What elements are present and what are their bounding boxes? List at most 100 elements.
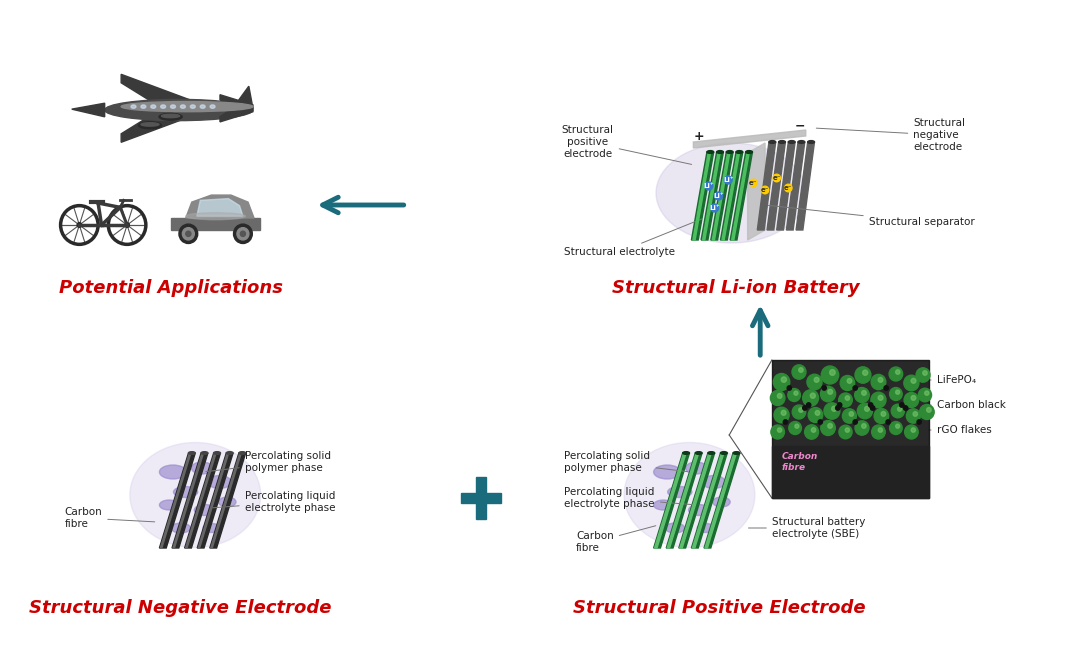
Circle shape [905,425,918,439]
Circle shape [870,406,875,410]
Circle shape [858,403,873,419]
Circle shape [886,420,890,424]
Polygon shape [777,142,795,230]
Circle shape [778,393,782,398]
Text: Percolating liquid
electrolyte phase: Percolating liquid electrolyte phase [213,491,335,513]
Ellipse shape [162,115,179,118]
Circle shape [827,423,833,428]
Text: LiFePO₄: LiFePO₄ [929,375,975,385]
Polygon shape [667,453,699,548]
Circle shape [916,368,930,382]
Ellipse shape [733,452,740,454]
Ellipse shape [665,523,685,533]
Polygon shape [220,94,253,109]
Polygon shape [160,453,195,548]
Circle shape [897,407,902,411]
Circle shape [821,386,836,402]
Ellipse shape [130,442,260,547]
Text: Li⁺: Li⁺ [723,177,733,183]
Circle shape [853,386,858,390]
Text: e⁻: e⁻ [750,180,758,186]
Ellipse shape [707,151,714,153]
Polygon shape [186,195,254,218]
Circle shape [842,409,856,423]
Ellipse shape [720,452,727,454]
Polygon shape [197,198,243,216]
Ellipse shape [717,151,724,153]
Polygon shape [121,74,203,109]
Polygon shape [691,152,714,240]
Ellipse shape [702,476,726,488]
Circle shape [878,395,883,400]
Ellipse shape [194,505,216,515]
Circle shape [895,424,900,428]
Circle shape [855,421,869,436]
Circle shape [836,406,840,410]
Circle shape [783,420,787,424]
Circle shape [725,176,732,184]
Text: Carbon
fibre: Carbon fibre [65,507,154,529]
Ellipse shape [727,151,733,153]
Circle shape [241,231,245,237]
Circle shape [773,174,781,182]
Circle shape [872,375,886,389]
Circle shape [913,411,918,416]
Circle shape [715,192,723,200]
Ellipse shape [171,105,176,109]
Text: rGO flakes: rGO flakes [929,425,991,435]
Circle shape [237,228,248,240]
Ellipse shape [656,143,807,243]
Ellipse shape [683,452,689,454]
Ellipse shape [788,141,795,143]
Polygon shape [692,453,724,548]
Text: Structural Positive Electrode: Structural Positive Electrode [573,599,866,617]
Ellipse shape [131,105,136,109]
Circle shape [885,386,889,390]
Ellipse shape [779,141,785,143]
Polygon shape [796,142,814,230]
Polygon shape [691,453,727,548]
Ellipse shape [140,105,146,109]
Ellipse shape [190,105,195,109]
Circle shape [807,403,811,407]
Text: +: + [693,129,704,143]
Polygon shape [71,103,105,117]
Text: Potential Applications: Potential Applications [59,279,283,297]
Circle shape [761,186,769,194]
Ellipse shape [200,105,205,109]
Text: Structural Li-ion Battery: Structural Li-ion Battery [612,279,860,297]
Circle shape [233,224,253,243]
FancyBboxPatch shape [476,477,486,519]
Text: Percolating solid
polymer phase: Percolating solid polymer phase [206,451,330,473]
Circle shape [839,393,852,407]
Circle shape [814,377,819,383]
Circle shape [881,411,886,416]
Text: −: − [795,119,806,133]
Circle shape [889,367,903,381]
Circle shape [863,370,867,375]
Polygon shape [721,152,740,240]
Circle shape [808,407,823,423]
Polygon shape [211,453,241,548]
Ellipse shape [798,141,805,143]
Circle shape [918,388,932,402]
Ellipse shape [808,141,814,143]
Circle shape [854,387,869,403]
Ellipse shape [160,465,187,479]
Ellipse shape [696,452,702,454]
Polygon shape [186,453,216,548]
Circle shape [792,364,806,379]
Circle shape [821,366,839,384]
Polygon shape [220,109,253,122]
Polygon shape [666,453,702,548]
Circle shape [179,224,198,243]
Circle shape [819,420,823,424]
Ellipse shape [735,151,743,153]
Circle shape [855,366,870,383]
Circle shape [802,390,819,406]
Ellipse shape [667,486,692,498]
Polygon shape [703,152,720,240]
Text: Percolating liquid
electrolyte phase: Percolating liquid electrolyte phase [565,487,694,509]
Circle shape [912,379,916,383]
Circle shape [912,428,916,432]
